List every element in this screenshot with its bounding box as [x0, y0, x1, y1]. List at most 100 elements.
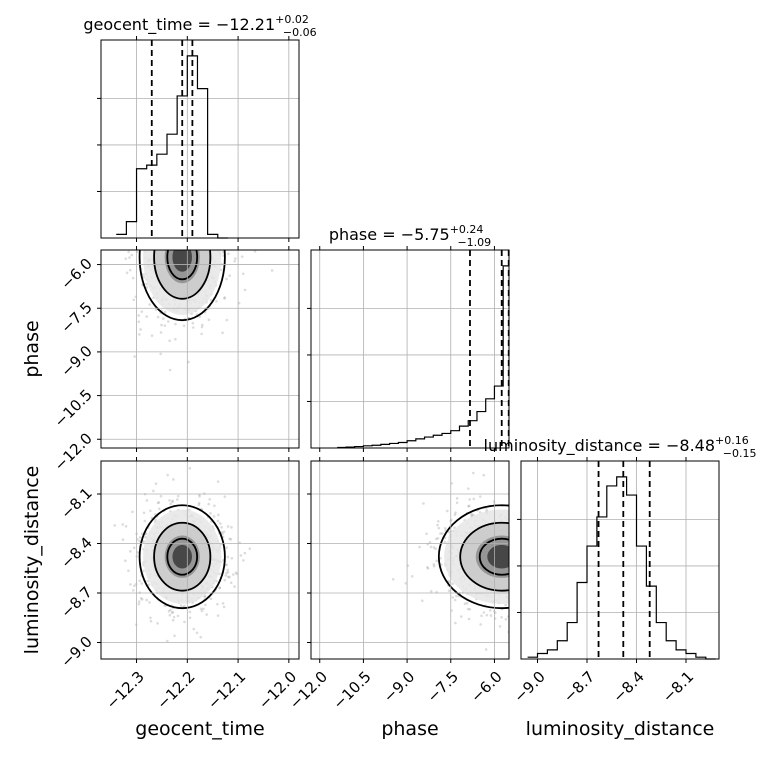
sample-point [451, 582, 454, 585]
sample-point [221, 331, 224, 335]
sample-point [199, 227, 202, 230]
sample-point [166, 243, 169, 246]
sample-point [166, 639, 169, 643]
title-median: −12.21 [216, 15, 275, 34]
sample-point [518, 549, 521, 552]
sample-point [208, 497, 212, 501]
sample-point [168, 339, 171, 343]
sample-point [234, 571, 238, 574]
sample-point [512, 535, 515, 538]
sample-point [204, 244, 207, 247]
sample-point [468, 608, 472, 611]
xtick-label-luminosity_distance-0: −9.0 [510, 668, 548, 706]
sample-point [113, 524, 117, 527]
sample-point [500, 615, 503, 619]
sample-point [543, 545, 546, 548]
sample-point [156, 239, 159, 242]
sample-point [538, 596, 541, 599]
sample-point [192, 627, 196, 631]
sample-point [521, 542, 524, 545]
sample-point [518, 576, 521, 579]
sample-point [224, 574, 228, 577]
sample-point [518, 528, 521, 531]
sample-point [200, 325, 204, 329]
sample-point [132, 546, 136, 550]
sample-point [425, 532, 428, 536]
sample-point [205, 613, 208, 616]
sample-point [188, 610, 192, 614]
sample-point [517, 495, 520, 498]
sample-point [531, 545, 534, 548]
sample-point [549, 570, 552, 573]
sample-point [162, 201, 165, 204]
sample-point [552, 568, 555, 571]
sample-point [391, 577, 395, 581]
sample-point [164, 247, 167, 250]
sample-point [577, 548, 580, 551]
sample-point [129, 583, 132, 586]
xtick-label-phase-3: −7.5 [424, 668, 462, 706]
sample-point [140, 598, 144, 601]
sample-point [226, 525, 230, 528]
sample-point [512, 532, 515, 535]
sample-point [230, 526, 233, 529]
sample-point [163, 324, 167, 327]
sample-point [172, 244, 175, 247]
sample-point [436, 520, 440, 523]
sample-point [510, 553, 513, 556]
sample-point [189, 216, 192, 219]
sample-point [426, 565, 429, 569]
sample-point [541, 543, 544, 546]
sample-point [410, 575, 414, 578]
sample-point [138, 333, 141, 336]
sample-point [517, 578, 520, 581]
sample-point [159, 331, 163, 334]
sample-point [531, 563, 534, 566]
sample-point [225, 546, 228, 549]
sample-point [181, 148, 184, 151]
sample-point [172, 203, 175, 206]
sample-point [189, 245, 192, 248]
sample-point [216, 614, 220, 617]
sample-point [207, 318, 211, 322]
sample-point [578, 561, 581, 564]
sample-point [447, 530, 451, 534]
sample-point [243, 551, 247, 555]
sample-point [170, 200, 173, 203]
sample-point [518, 533, 521, 536]
sample-point [151, 245, 154, 248]
sample-point [432, 546, 436, 549]
sample-point [143, 519, 147, 523]
sample-point [516, 560, 519, 563]
sample-point [144, 193, 147, 196]
sample-point [437, 526, 441, 530]
sample-point [548, 534, 551, 537]
sample-point [221, 175, 224, 178]
sample-point [558, 553, 561, 556]
sample-point [521, 577, 524, 580]
sample-point [142, 569, 145, 573]
sample-point [528, 524, 531, 527]
sample-point [171, 225, 174, 228]
title-minus: −1.09 [457, 236, 491, 249]
sample-point [159, 245, 162, 248]
sample-point [518, 543, 521, 546]
sample-point [137, 205, 140, 208]
sample-point [165, 172, 168, 175]
sample-point [233, 585, 236, 588]
sample-point [197, 230, 200, 233]
sample-point [548, 530, 551, 533]
sample-point [184, 229, 187, 232]
sample-point [460, 615, 463, 618]
sample-point [441, 532, 444, 535]
sample-point [534, 564, 537, 567]
sample-point [559, 562, 562, 565]
sample-point [156, 234, 159, 237]
sample-point [226, 555, 230, 559]
sample-point [529, 612, 532, 615]
sample-point [173, 229, 176, 232]
sample-point [135, 250, 139, 254]
xtick-label-geocent_time-2: −12.1 [204, 668, 249, 713]
sample-point [556, 570, 559, 573]
sample-point [542, 559, 545, 562]
